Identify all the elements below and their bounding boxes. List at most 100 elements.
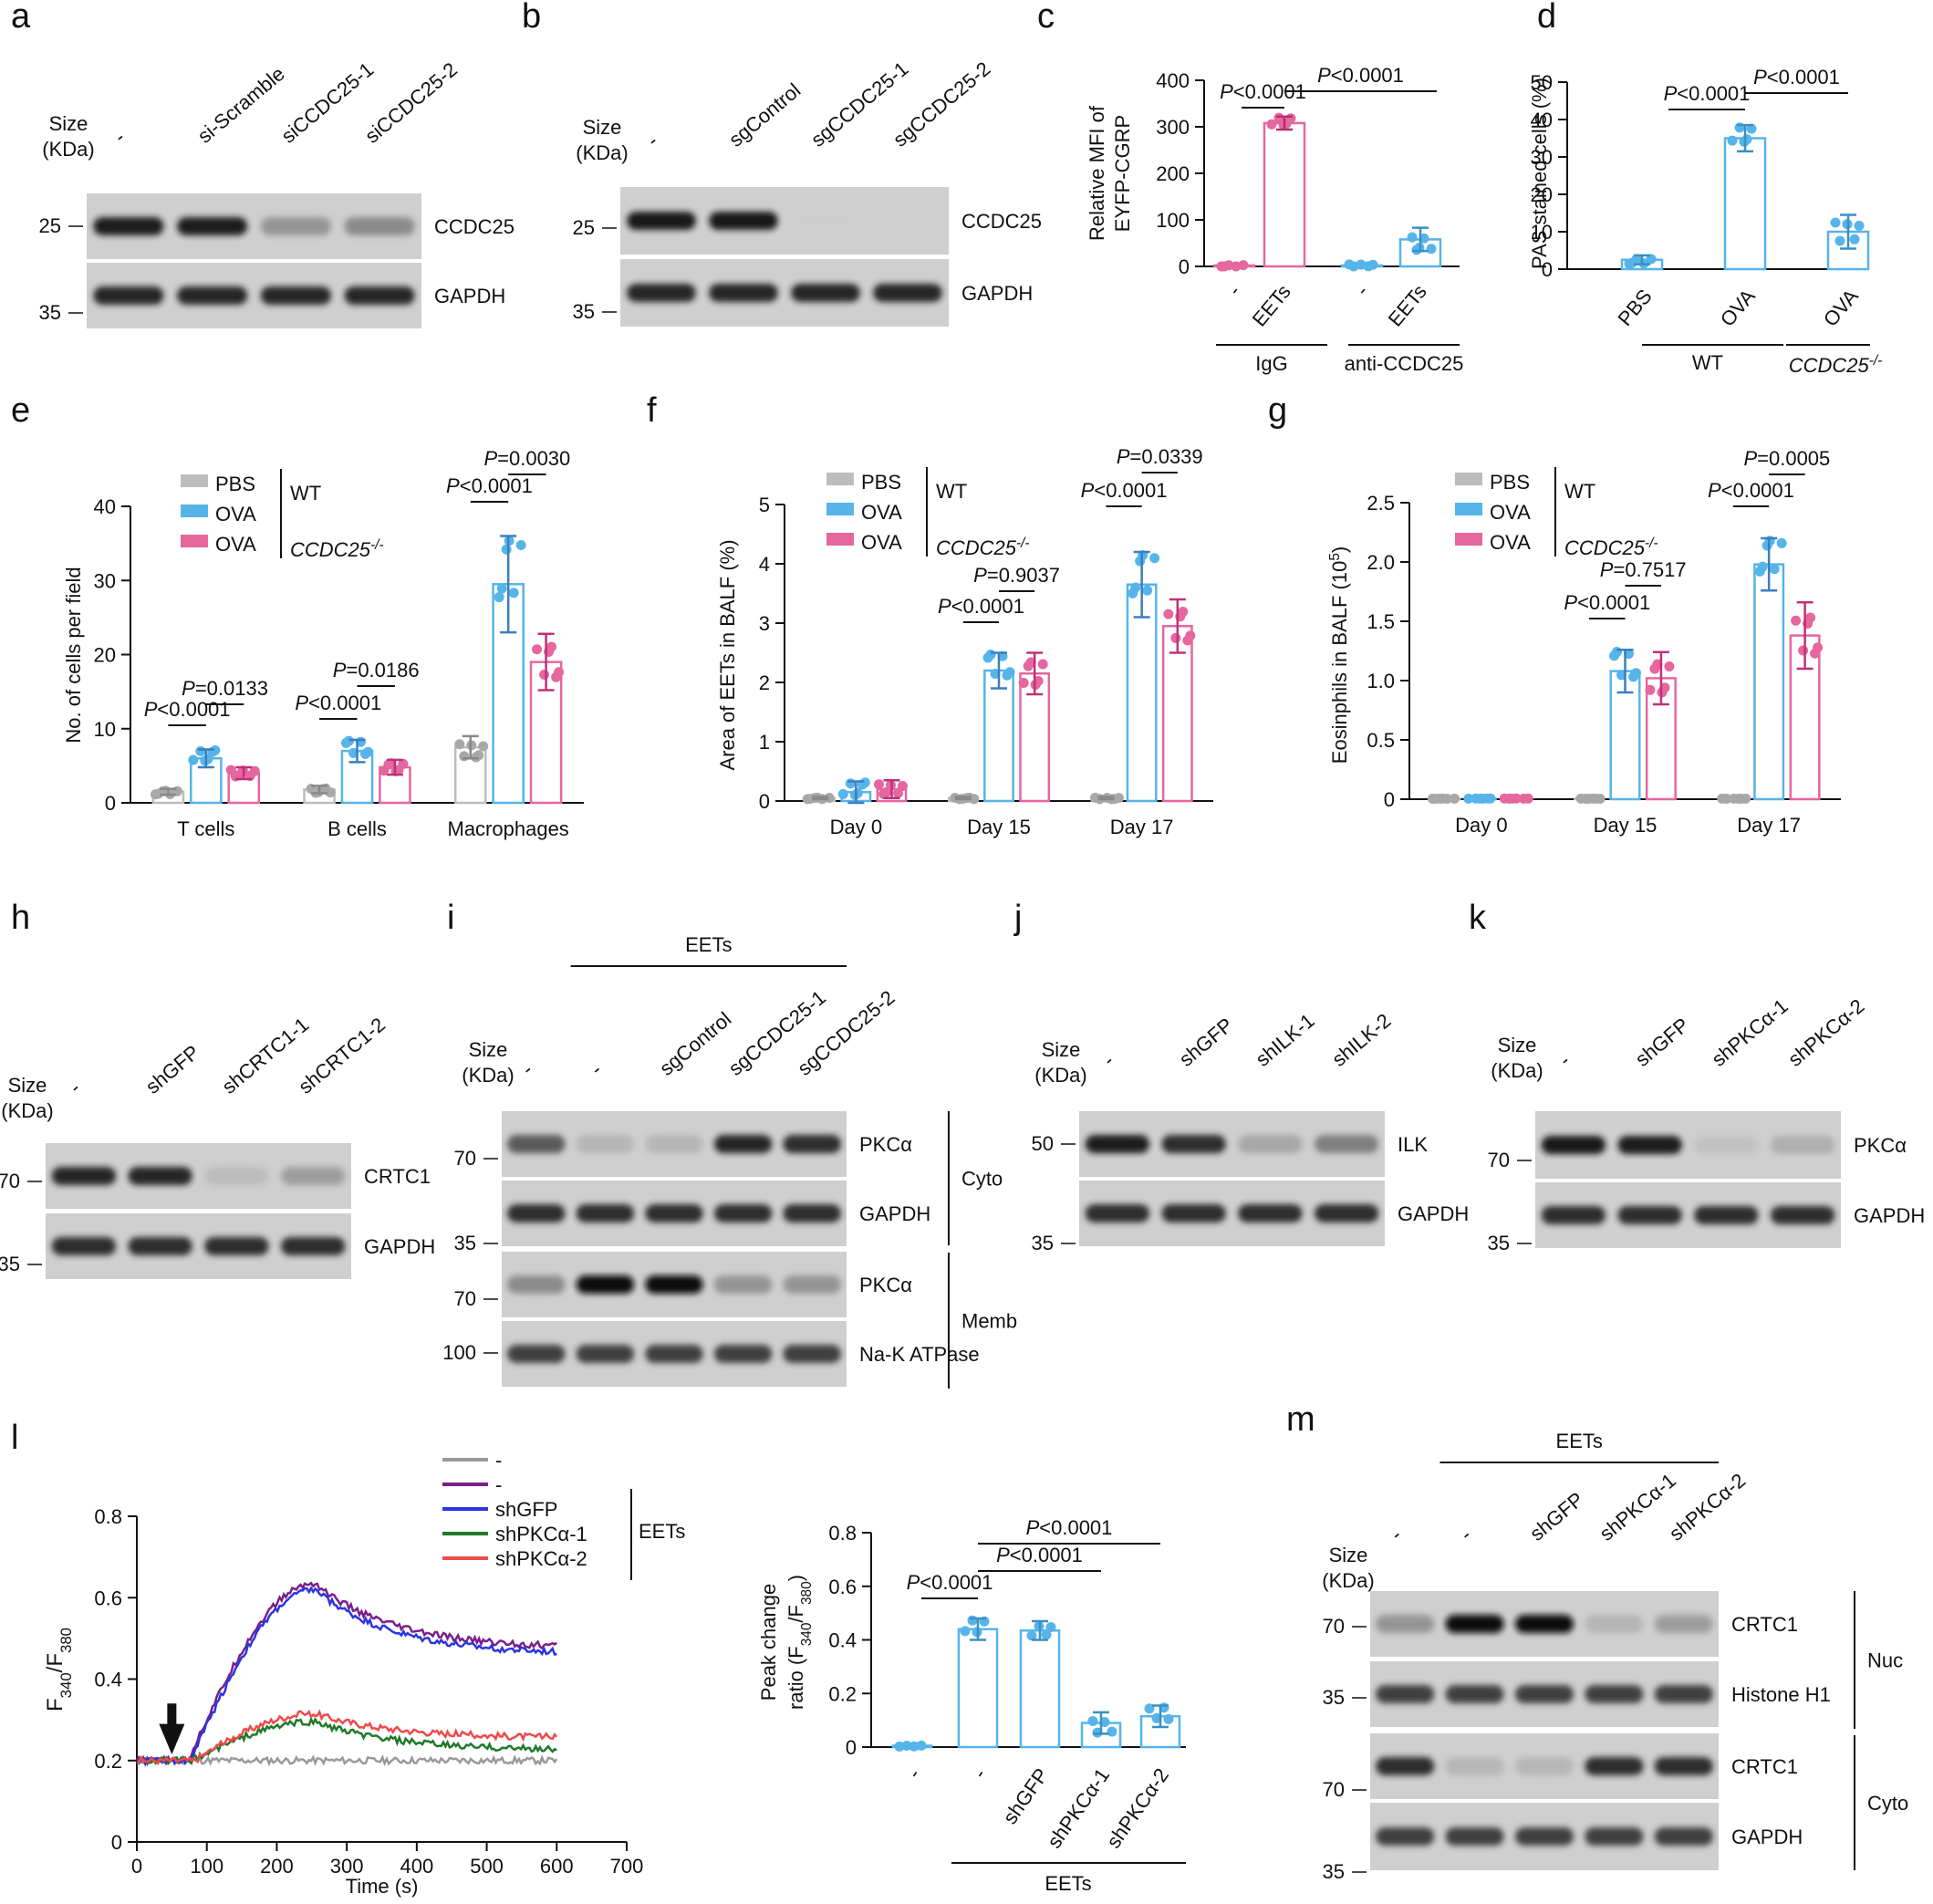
size-title-unit: (KDa) <box>42 138 94 161</box>
x-tick-label: Day 0 <box>830 816 882 838</box>
label-part: P <box>1081 479 1095 502</box>
panel-letter-d: d <box>1537 0 1556 36</box>
blot-band <box>1585 1827 1644 1846</box>
blot-band <box>627 284 696 302</box>
p-value-label: P<0.0001 <box>144 698 231 721</box>
legend-swatch <box>826 503 854 515</box>
y-tick-label: 30 <box>94 569 116 592</box>
data-point <box>1363 261 1374 272</box>
marker-label: 70 <box>1488 1149 1510 1171</box>
blot-band <box>1694 1206 1759 1224</box>
label-part: ratio (F <box>785 1646 807 1710</box>
data-point <box>1664 661 1675 672</box>
data-point <box>532 644 543 655</box>
data-point <box>546 641 557 652</box>
lane-label-j: shILK-2 <box>1327 1009 1395 1071</box>
label-part: P <box>1600 558 1614 581</box>
bar-1 <box>1263 121 1306 268</box>
x-tick-label: Day 15 <box>967 816 1031 838</box>
blot-band <box>1585 1685 1644 1703</box>
legend-genotype: WT <box>290 482 321 505</box>
y-tick-label: 0 <box>846 1736 857 1759</box>
lane-label-k: shPKCα-2 <box>1783 994 1868 1071</box>
data-point <box>1499 793 1510 804</box>
blot-band <box>280 1237 346 1255</box>
blot-band <box>576 1275 635 1294</box>
legend-label: shPKCα-1 <box>495 1523 587 1545</box>
marker-label: 25 <box>39 214 61 237</box>
p-value-label: P<0.0001 <box>907 1571 993 1594</box>
y-tick-label: 0 <box>105 792 116 815</box>
chart-e: 0 10 20 30 40 No. of cells per field T cells B … <box>62 447 584 840</box>
data-point <box>454 739 465 750</box>
x-tick-label: T cells <box>177 817 234 840</box>
data-point <box>1045 1622 1056 1633</box>
blot-band <box>1085 1135 1150 1153</box>
blot-band <box>177 217 248 235</box>
blot-band <box>1654 1757 1713 1775</box>
legend-label: OVA <box>1490 501 1531 524</box>
x-tick-label: - <box>968 1764 991 1783</box>
lane-label-m: - <box>1456 1524 1476 1545</box>
label-part: =0.0339 <box>1130 445 1203 468</box>
blot-band <box>93 217 164 235</box>
p-value-label: P<0.0001 <box>1081 479 1168 502</box>
data-point <box>188 754 199 765</box>
panel-letter-a: a <box>11 0 31 36</box>
label-part: 340 <box>57 1672 75 1698</box>
y-tick-label: 40 <box>94 495 116 518</box>
blot-band <box>1585 1615 1644 1633</box>
legend-label: PBS <box>1490 471 1530 494</box>
group-label: anti-CCDC25 <box>1345 352 1464 375</box>
data-point <box>1463 793 1474 804</box>
x-tick-label: 700 <box>610 1855 644 1878</box>
label-part: <0.0001 <box>1094 479 1167 502</box>
blot-band <box>51 1237 117 1255</box>
legend-swatch <box>826 473 854 485</box>
lane-label-m: shPKCα-1 <box>1595 1469 1680 1545</box>
blot-band <box>1238 1135 1303 1153</box>
size-title-unit: (KDa) <box>462 1064 514 1087</box>
y-tick-label: 0.2 <box>94 1750 122 1773</box>
y-tick-label: 0.5 <box>1367 729 1395 752</box>
panel-letter-e: e <box>11 391 30 430</box>
data-point <box>210 744 221 755</box>
x-tick-label: shGFP <box>998 1764 1053 1828</box>
x-tick-label: OVA <box>1819 285 1863 331</box>
lane-label-a: - <box>109 126 130 148</box>
group-label: EETs <box>685 933 732 956</box>
data-point <box>1646 254 1657 265</box>
data-point <box>554 667 565 678</box>
x-tick-label: OVA <box>1716 285 1760 331</box>
data-point <box>1791 615 1802 626</box>
label-part: =0.0030 <box>497 447 570 470</box>
data-point <box>1805 612 1816 623</box>
y-tick-label: 1.0 <box>1367 670 1395 692</box>
y-tick-label: 1.5 <box>1367 610 1395 633</box>
data-point <box>1178 606 1189 617</box>
legend-swatch <box>181 535 208 547</box>
label-part: <0.0001 <box>1331 64 1404 87</box>
data-point <box>1185 630 1196 641</box>
band-label-j: GAPDH <box>1398 1202 1469 1225</box>
lane-label-k: shPKCα-1 <box>1708 994 1793 1071</box>
legend-label: OVA <box>1490 531 1531 554</box>
label-part: <0.0001 <box>1577 591 1650 614</box>
blot-band <box>1376 1615 1435 1633</box>
blot-band <box>873 284 942 302</box>
legend-label: OVA <box>215 503 256 525</box>
panel-letter-f: f <box>647 391 657 430</box>
blot-band <box>709 284 778 302</box>
data-point <box>363 746 373 757</box>
label-part: <0.0001 <box>1767 66 1840 88</box>
band-label-a: GAPDH <box>434 285 505 307</box>
blot-band <box>507 1345 566 1363</box>
data-point <box>1518 793 1529 804</box>
size-title: Size <box>49 112 88 135</box>
legend-swatch <box>181 474 208 487</box>
data-point <box>1590 793 1601 804</box>
data-point <box>1004 667 1015 678</box>
data-point <box>894 1741 905 1752</box>
x-tick-label: 300 <box>330 1855 364 1878</box>
